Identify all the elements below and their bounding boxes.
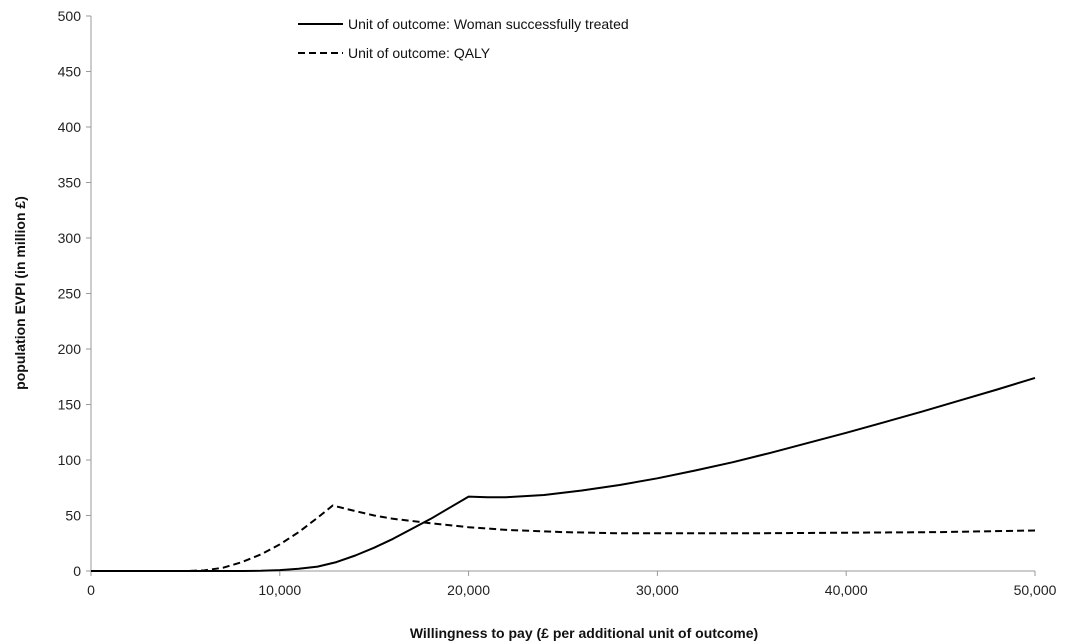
series-layer [91,376,1036,572]
y-tick-label: 250 [58,286,82,302]
series-line-woman-successfully-treated [91,376,1036,572]
x-axis-title: Willingness to pay (£ per additional uni… [410,625,758,641]
y-tick-label: 150 [58,397,82,413]
y-axis: 0 50 100 150 200 250 300 350 400 450 500 [58,8,92,579]
x-tick-label: 40,000 [825,582,868,598]
y-tick-label: 500 [58,8,82,24]
x-tick-label: 30,000 [636,582,679,598]
y-tick-label: 0 [73,563,81,579]
legend-label: Unit of outcome: QALY [348,45,491,61]
y-tick-label: 350 [58,175,82,191]
y-tick-label: 450 [58,64,82,80]
x-tick-label: 10,000 [258,582,301,598]
y-axis-title: population EVPI (in million £) [12,196,28,390]
x-tick-label: 20,000 [447,582,490,598]
legend: Unit of outcome: Woman successfully trea… [298,16,629,61]
x-axis: 0 10,000 20,000 30,000 40,000 50,000 [87,570,1057,598]
x-tick-label: 50,000 [1014,582,1057,598]
y-tick-label: 400 [58,119,82,135]
legend-label: Unit of outcome: Woman successfully trea… [348,16,629,32]
series-line-qaly [91,504,1036,572]
x-tick-label: 0 [87,582,95,598]
y-tick-label: 300 [58,230,82,246]
y-tick-label: 50 [65,508,81,524]
y-tick-label: 200 [58,341,82,357]
y-tick-label: 100 [58,452,82,468]
